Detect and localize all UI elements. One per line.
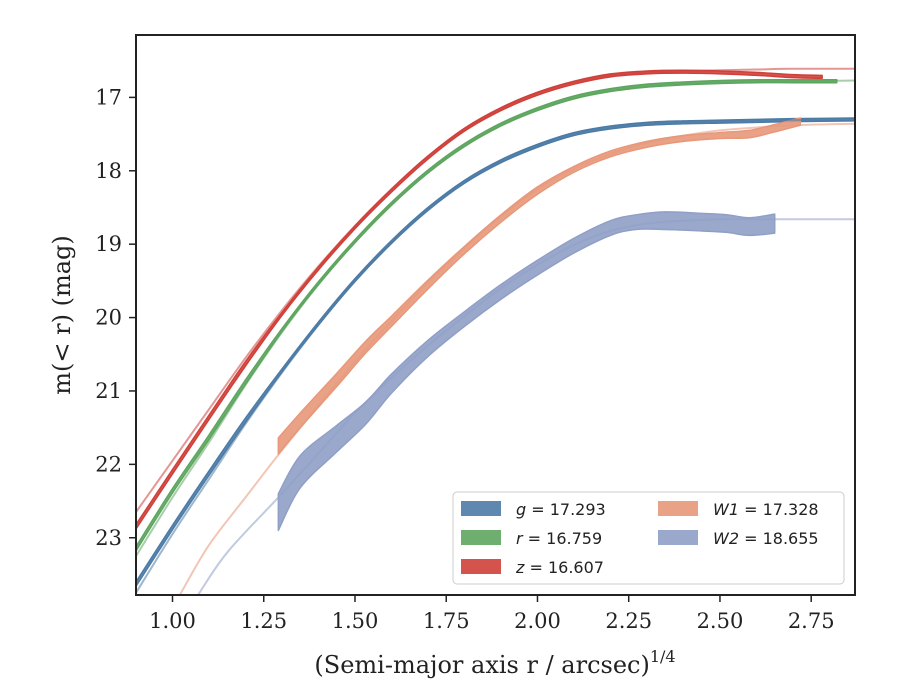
- x-tick-label: 1.25: [240, 609, 287, 633]
- model-line-z: [136, 67, 855, 513]
- model-line-W2: [197, 218, 855, 595]
- y-tick-label: 19: [95, 232, 122, 256]
- model-line-W1: [178, 122, 855, 595]
- y-tick-label: 23: [95, 526, 122, 550]
- model-line-g: [136, 118, 855, 594]
- legend-swatch-z: [461, 559, 501, 574]
- legend-box: [452, 491, 845, 585]
- x-axis: 1.00 1.25 1.50 1.75 2.00 2.25 2.50 2.75: [149, 595, 835, 633]
- y-axis-label: m(< r) (mag): [48, 235, 76, 394]
- x-tick-label: 2.50: [697, 609, 744, 633]
- y-tick-label: 20: [95, 306, 122, 330]
- legend-label-W2: W2 = 18.655: [713, 529, 819, 548]
- legend-swatch-r: [461, 530, 501, 545]
- legend-label-g: g = 17.293: [516, 500, 606, 519]
- model-line-r: [136, 79, 855, 557]
- y-tick-label: 22: [95, 452, 122, 476]
- x-tick-label: 2.25: [605, 609, 652, 633]
- y-tick-label: 18: [95, 159, 122, 183]
- legend-swatch-g: [461, 501, 501, 516]
- x-axis-label: (Semi-major axis r / arcsec)1/4: [314, 647, 675, 679]
- legend-swatch-W2: [658, 530, 698, 545]
- y-tick-label: 21: [95, 379, 122, 403]
- data-band-W2: [277, 211, 776, 532]
- legend-swatch-W1: [658, 501, 698, 516]
- x-tick-label: 2.00: [514, 609, 561, 633]
- x-tick-label: 1.75: [423, 609, 470, 633]
- legend: g = 17.293 r = 16.759 z = 16.607 W1 = 17.32…: [452, 491, 845, 585]
- legend-label-W1: W1 = 17.328: [713, 500, 819, 519]
- x-tick-label: 1.50: [332, 609, 379, 633]
- y-axis: 17 18 19 20 21 22 23: [95, 85, 136, 550]
- legend-label-r: r = 16.759: [516, 529, 602, 548]
- legend-label-z: z = 16.607: [515, 558, 604, 577]
- x-tick-label: 1.00: [149, 609, 196, 633]
- plot-frame: [135, 34, 856, 596]
- y-tick-label: 17: [95, 85, 122, 109]
- x-tick-label: 2.75: [788, 609, 835, 633]
- model-lines: [136, 67, 855, 595]
